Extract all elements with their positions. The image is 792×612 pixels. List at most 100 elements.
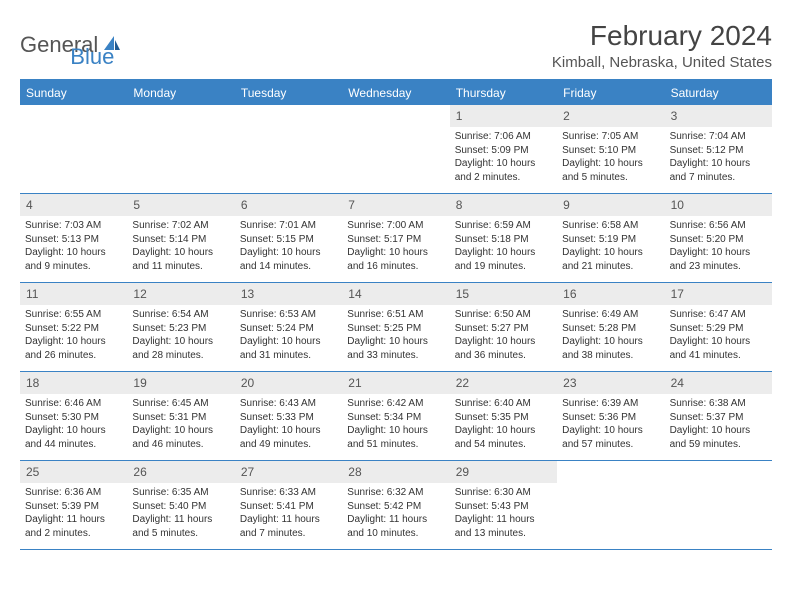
day-body: Sunrise: 6:50 AMSunset: 5:27 PMDaylight:… — [450, 305, 557, 367]
day-cell: 27Sunrise: 6:33 AMSunset: 5:41 PMDayligh… — [235, 461, 342, 549]
day-cell: 6Sunrise: 7:01 AMSunset: 5:15 PMDaylight… — [235, 194, 342, 282]
weekday-header: Saturday — [665, 81, 772, 105]
day-cell — [342, 105, 449, 193]
day-body: Sunrise: 6:46 AMSunset: 5:30 PMDaylight:… — [20, 394, 127, 456]
sunrise-text: Sunrise: 6:50 AM — [455, 308, 552, 322]
day-cell: 8Sunrise: 6:59 AMSunset: 5:18 PMDaylight… — [450, 194, 557, 282]
weekday-header: Sunday — [20, 81, 127, 105]
daylight-text: Daylight: 10 hours and 36 minutes. — [455, 335, 552, 362]
sunrise-text: Sunrise: 7:00 AM — [347, 219, 444, 233]
day-cell: 12Sunrise: 6:54 AMSunset: 5:23 PMDayligh… — [127, 283, 234, 371]
sunrise-text: Sunrise: 6:45 AM — [132, 397, 229, 411]
day-body: Sunrise: 6:53 AMSunset: 5:24 PMDaylight:… — [235, 305, 342, 367]
week-row: 18Sunrise: 6:46 AMSunset: 5:30 PMDayligh… — [20, 372, 772, 461]
sunset-text: Sunset: 5:14 PM — [132, 233, 229, 247]
title-block: February 2024 Kimball, Nebraska, United … — [552, 20, 772, 71]
sunrise-text: Sunrise: 6:47 AM — [670, 308, 767, 322]
sunrise-text: Sunrise: 6:42 AM — [347, 397, 444, 411]
day-number: 27 — [235, 461, 342, 483]
day-number: 5 — [127, 194, 234, 216]
sunset-text: Sunset: 5:09 PM — [455, 144, 552, 158]
day-cell: 5Sunrise: 7:02 AMSunset: 5:14 PMDaylight… — [127, 194, 234, 282]
day-body: Sunrise: 6:39 AMSunset: 5:36 PMDaylight:… — [557, 394, 664, 456]
day-cell: 23Sunrise: 6:39 AMSunset: 5:36 PMDayligh… — [557, 372, 664, 460]
sunset-text: Sunset: 5:25 PM — [347, 322, 444, 336]
daylight-text: Daylight: 11 hours and 7 minutes. — [240, 513, 337, 540]
sunset-text: Sunset: 5:42 PM — [347, 500, 444, 514]
day-body: Sunrise: 6:56 AMSunset: 5:20 PMDaylight:… — [665, 216, 772, 278]
week-row: 1Sunrise: 7:06 AMSunset: 5:09 PMDaylight… — [20, 105, 772, 194]
weekday-header: Wednesday — [342, 81, 449, 105]
sunrise-text: Sunrise: 7:05 AM — [562, 130, 659, 144]
sunset-text: Sunset: 5:23 PM — [132, 322, 229, 336]
sunset-text: Sunset: 5:10 PM — [562, 144, 659, 158]
day-body: Sunrise: 6:35 AMSunset: 5:40 PMDaylight:… — [127, 483, 234, 545]
location-text: Kimball, Nebraska, United States — [552, 54, 772, 71]
sunset-text: Sunset: 5:13 PM — [25, 233, 122, 247]
day-number — [342, 105, 449, 111]
daylight-text: Daylight: 10 hours and 5 minutes. — [562, 157, 659, 184]
day-cell: 4Sunrise: 7:03 AMSunset: 5:13 PMDaylight… — [20, 194, 127, 282]
sunset-text: Sunset: 5:33 PM — [240, 411, 337, 425]
sunrise-text: Sunrise: 7:04 AM — [670, 130, 767, 144]
calendar: Sunday Monday Tuesday Wednesday Thursday… — [20, 79, 772, 550]
day-cell: 13Sunrise: 6:53 AMSunset: 5:24 PMDayligh… — [235, 283, 342, 371]
sunrise-text: Sunrise: 6:53 AM — [240, 308, 337, 322]
day-cell: 20Sunrise: 6:43 AMSunset: 5:33 PMDayligh… — [235, 372, 342, 460]
daylight-text: Daylight: 11 hours and 13 minutes. — [455, 513, 552, 540]
sunset-text: Sunset: 5:12 PM — [670, 144, 767, 158]
day-number: 28 — [342, 461, 449, 483]
day-number: 24 — [665, 372, 772, 394]
daylight-text: Daylight: 10 hours and 33 minutes. — [347, 335, 444, 362]
day-number: 26 — [127, 461, 234, 483]
day-body: Sunrise: 6:55 AMSunset: 5:22 PMDaylight:… — [20, 305, 127, 367]
day-body: Sunrise: 6:30 AMSunset: 5:43 PMDaylight:… — [450, 483, 557, 545]
daylight-text: Daylight: 10 hours and 54 minutes. — [455, 424, 552, 451]
daylight-text: Daylight: 11 hours and 10 minutes. — [347, 513, 444, 540]
sunset-text: Sunset: 5:17 PM — [347, 233, 444, 247]
day-body: Sunrise: 7:06 AMSunset: 5:09 PMDaylight:… — [450, 127, 557, 189]
sunset-text: Sunset: 5:20 PM — [670, 233, 767, 247]
header: General Blue February 2024 Kimball, Nebr… — [20, 20, 772, 71]
weekday-header: Tuesday — [235, 81, 342, 105]
day-number: 15 — [450, 283, 557, 305]
day-number: 6 — [235, 194, 342, 216]
sunset-text: Sunset: 5:34 PM — [347, 411, 444, 425]
sunset-text: Sunset: 5:15 PM — [240, 233, 337, 247]
sunset-text: Sunset: 5:35 PM — [455, 411, 552, 425]
day-number: 9 — [557, 194, 664, 216]
day-number: 17 — [665, 283, 772, 305]
daylight-text: Daylight: 10 hours and 38 minutes. — [562, 335, 659, 362]
sunrise-text: Sunrise: 7:03 AM — [25, 219, 122, 233]
sunset-text: Sunset: 5:41 PM — [240, 500, 337, 514]
day-cell: 14Sunrise: 6:51 AMSunset: 5:25 PMDayligh… — [342, 283, 449, 371]
day-number: 14 — [342, 283, 449, 305]
daylight-text: Daylight: 11 hours and 2 minutes. — [25, 513, 122, 540]
sunset-text: Sunset: 5:24 PM — [240, 322, 337, 336]
day-number: 22 — [450, 372, 557, 394]
day-number: 11 — [20, 283, 127, 305]
sunset-text: Sunset: 5:19 PM — [562, 233, 659, 247]
sunrise-text: Sunrise: 7:06 AM — [455, 130, 552, 144]
day-cell: 15Sunrise: 6:50 AMSunset: 5:27 PMDayligh… — [450, 283, 557, 371]
day-cell: 7Sunrise: 7:00 AMSunset: 5:17 PMDaylight… — [342, 194, 449, 282]
day-number: 23 — [557, 372, 664, 394]
sunset-text: Sunset: 5:37 PM — [670, 411, 767, 425]
day-number: 1 — [450, 105, 557, 127]
day-cell: 29Sunrise: 6:30 AMSunset: 5:43 PMDayligh… — [450, 461, 557, 549]
sunrise-text: Sunrise: 6:56 AM — [670, 219, 767, 233]
day-number: 20 — [235, 372, 342, 394]
day-body: Sunrise: 7:02 AMSunset: 5:14 PMDaylight:… — [127, 216, 234, 278]
sunrise-text: Sunrise: 6:32 AM — [347, 486, 444, 500]
sunrise-text: Sunrise: 6:40 AM — [455, 397, 552, 411]
sunset-text: Sunset: 5:29 PM — [670, 322, 767, 336]
day-cell: 25Sunrise: 6:36 AMSunset: 5:39 PMDayligh… — [20, 461, 127, 549]
day-cell — [235, 105, 342, 193]
sunrise-text: Sunrise: 6:38 AM — [670, 397, 767, 411]
day-cell — [665, 461, 772, 549]
day-cell: 1Sunrise: 7:06 AMSunset: 5:09 PMDaylight… — [450, 105, 557, 193]
day-cell: 21Sunrise: 6:42 AMSunset: 5:34 PMDayligh… — [342, 372, 449, 460]
day-number — [557, 461, 664, 467]
day-cell: 16Sunrise: 6:49 AMSunset: 5:28 PMDayligh… — [557, 283, 664, 371]
day-number — [127, 105, 234, 111]
